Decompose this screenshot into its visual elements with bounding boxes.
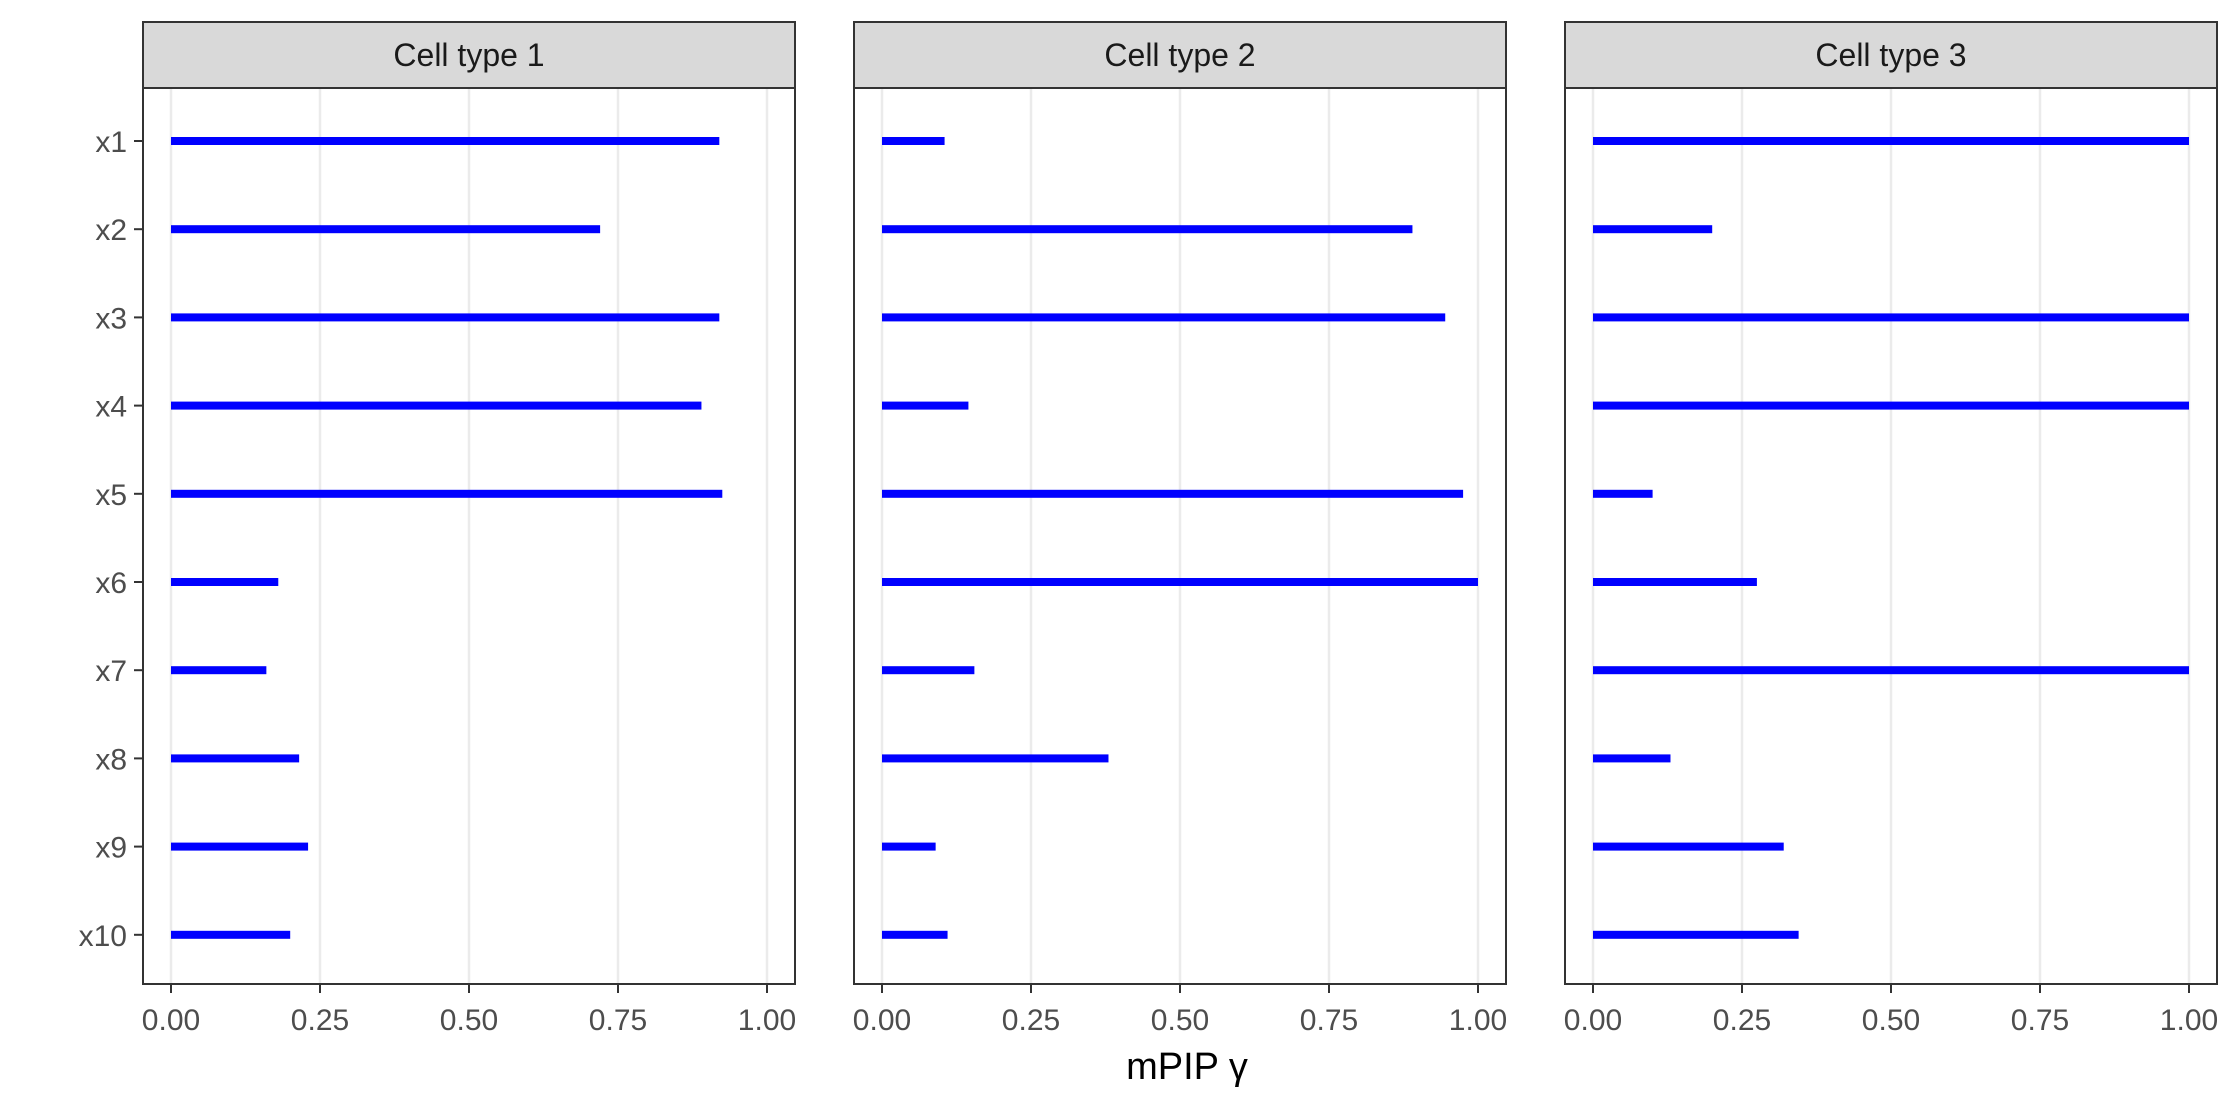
x-tick-label: 0.00 (1564, 1004, 1622, 1037)
x-tick-label: 0.75 (2011, 1004, 2069, 1037)
bar (171, 842, 309, 851)
y-tick-label: x4 (95, 391, 127, 424)
facet-title: Cell type 3 (1815, 37, 1966, 73)
bar (1593, 578, 1757, 586)
bar (171, 225, 601, 234)
bar (1593, 225, 1713, 234)
bar (882, 578, 1478, 586)
x-axis-title: mPIP γ (1126, 1046, 1248, 1088)
bar (171, 401, 702, 410)
x-tick-label: 0.00 (142, 1004, 200, 1037)
facet-panel: Cell type 1 0.00 0.25 0.50 0.75 1.00 (142, 21, 796, 1037)
bar (171, 313, 720, 322)
bar (1593, 313, 2189, 322)
bar (171, 578, 279, 586)
bar (882, 930, 948, 939)
bar (882, 666, 975, 675)
x-tick-label: 0.25 (291, 1004, 349, 1037)
x-tick-label: 0.75 (1300, 1004, 1358, 1037)
bar (171, 930, 291, 939)
x-tick-label: 0.75 (589, 1004, 647, 1037)
y-tick-label: x3 (95, 302, 127, 335)
x-tick-label: 0.25 (1002, 1004, 1060, 1037)
y-tick-label: x1 (95, 126, 127, 159)
facet-panel: Cell type 3 0.00 0.25 0.50 0.75 1.00 (1564, 21, 2218, 1037)
y-tick-label: x10 (79, 920, 127, 953)
bar (1593, 754, 1671, 763)
facet-strip (1564, 21, 2218, 89)
bar (1593, 666, 2189, 675)
y-axis: x1 x2 x3 x4 x5 x6 x7 x8 x9 x10 (79, 126, 143, 953)
y-tick-label: x6 (95, 567, 127, 600)
bar (882, 842, 936, 851)
facet-strip (142, 21, 796, 89)
bar (882, 754, 1109, 763)
facet-panel: Cell type 2 0.00 0.25 0.50 0.75 1.00 (853, 21, 1507, 1037)
y-tick-label: x8 (95, 743, 127, 776)
bar (1593, 401, 2189, 410)
bar (882, 489, 1464, 498)
bar (171, 754, 300, 763)
x-tick-label: 0.50 (1862, 1004, 1920, 1037)
x-tick-label: 0.25 (1713, 1004, 1771, 1037)
bar (171, 666, 267, 675)
bar (1593, 842, 1784, 851)
bar (882, 225, 1413, 234)
x-tick-label: 0.50 (1151, 1004, 1209, 1037)
bar (882, 313, 1446, 322)
x-tick-label: 1.00 (2160, 1004, 2218, 1037)
y-tick-label: x9 (95, 832, 127, 865)
bar (1593, 930, 1799, 939)
x-tick-label: 0.50 (440, 1004, 498, 1037)
y-tick-label: x2 (95, 214, 127, 247)
x-tick-label: 0.00 (853, 1004, 911, 1037)
bar (171, 489, 723, 498)
bar (1593, 489, 1653, 498)
x-tick-label: 1.00 (738, 1004, 796, 1037)
bar (171, 137, 720, 145)
facet-title: Cell type 2 (1104, 37, 1255, 73)
bar (882, 137, 945, 145)
facet-strip (853, 21, 1507, 89)
y-tick-label: x5 (95, 479, 127, 512)
x-tick-label: 1.00 (1449, 1004, 1507, 1037)
bar (1593, 137, 2189, 145)
bar (882, 401, 969, 410)
facet-title: Cell type 1 (393, 37, 544, 73)
y-tick-label: x7 (95, 655, 127, 688)
